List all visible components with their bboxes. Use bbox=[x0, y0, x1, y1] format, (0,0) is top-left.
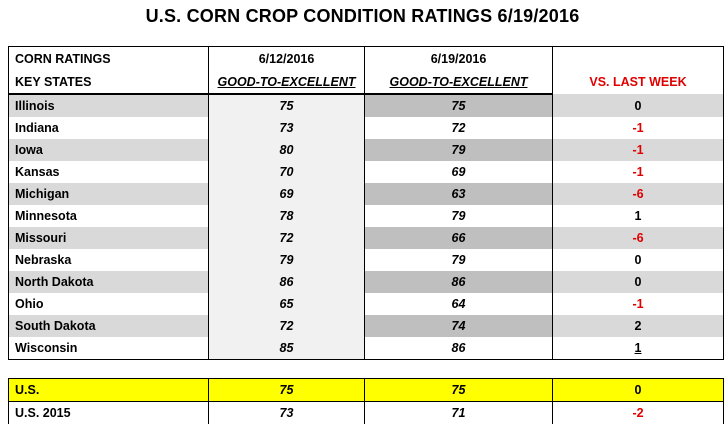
header-corn-ratings: CORN RATINGS bbox=[8, 46, 209, 70]
curr-rating: 86 bbox=[364, 271, 553, 293]
header-blank bbox=[552, 46, 724, 70]
weekly-change: -1 bbox=[552, 139, 724, 161]
state-name: Missouri bbox=[8, 227, 209, 249]
table-row: Wisconsin 85 86 1 bbox=[8, 337, 724, 360]
header-row-2: KEY STATES GOOD-TO-EXCELLENT GOOD-TO-EXC… bbox=[8, 70, 724, 95]
table-row: Nebraska 79 79 0 bbox=[8, 249, 724, 271]
header-row-1: CORN RATINGS 6/12/2016 6/19/2016 bbox=[8, 46, 724, 70]
curr-rating: 74 bbox=[364, 315, 553, 337]
curr-rating: 79 bbox=[364, 249, 553, 271]
state-name: Minnesota bbox=[8, 205, 209, 227]
curr-rating: 75 bbox=[364, 378, 553, 402]
weekly-change: 0 bbox=[552, 271, 724, 293]
prev-rating: 73 bbox=[208, 401, 365, 424]
table-row: Kansas 70 69 -1 bbox=[8, 161, 724, 183]
us-2015-row: U.S. 2015 73 71 -2 bbox=[8, 401, 724, 424]
curr-rating: 64 bbox=[364, 293, 553, 315]
prev-rating: 69 bbox=[208, 183, 365, 205]
table-row: Indiana 73 72 -1 bbox=[8, 117, 724, 139]
header-vs-last-week: VS. LAST WEEK bbox=[552, 70, 724, 94]
state-name: Kansas bbox=[8, 161, 209, 183]
table-row: South Dakota 72 74 2 bbox=[8, 315, 724, 337]
prev-rating: 65 bbox=[208, 293, 365, 315]
header-ge-prev: GOOD-TO-EXCELLENT bbox=[208, 70, 365, 95]
curr-rating: 79 bbox=[364, 205, 553, 227]
state-name: Nebraska bbox=[8, 249, 209, 271]
table-row: Minnesota 78 79 1 bbox=[8, 205, 724, 227]
corn-ratings-table: CORN RATINGS 6/12/2016 6/19/2016 KEY STA… bbox=[8, 46, 724, 424]
table-row: Missouri 72 66 -6 bbox=[8, 227, 724, 249]
prev-rating: 72 bbox=[208, 315, 365, 337]
weekly-change: -1 bbox=[552, 293, 724, 315]
table-row: Iowa 80 79 -1 bbox=[8, 139, 724, 161]
curr-rating: 69 bbox=[364, 161, 553, 183]
label: U.S. bbox=[8, 378, 209, 402]
prev-rating: 75 bbox=[208, 378, 365, 402]
weekly-change: 0 bbox=[552, 249, 724, 271]
header-date-prev: 6/12/2016 bbox=[208, 46, 365, 70]
weekly-change: -6 bbox=[552, 227, 724, 249]
prev-rating: 75 bbox=[208, 94, 365, 117]
header-date-curr: 6/19/2016 bbox=[364, 46, 553, 70]
prev-rating: 72 bbox=[208, 227, 365, 249]
state-name: South Dakota bbox=[8, 315, 209, 337]
weekly-change: 0 bbox=[552, 378, 724, 402]
weekly-change: -1 bbox=[552, 117, 724, 139]
header-ge-curr: GOOD-TO-EXCELLENT bbox=[364, 70, 553, 95]
spacer-row bbox=[9, 360, 724, 379]
state-name: Ohio bbox=[8, 293, 209, 315]
curr-rating: 72 bbox=[364, 117, 553, 139]
label: U.S. 2015 bbox=[8, 401, 209, 424]
weekly-change: 0 bbox=[552, 94, 724, 117]
weekly-change: -1 bbox=[552, 161, 724, 183]
prev-rating: 70 bbox=[208, 161, 365, 183]
us-total-row: U.S. 75 75 0 bbox=[8, 378, 724, 402]
weekly-change: -2 bbox=[552, 401, 724, 424]
weekly-change: 1 bbox=[552, 337, 724, 360]
curr-rating: 71 bbox=[364, 401, 553, 424]
curr-rating: 79 bbox=[364, 139, 553, 161]
state-name: Illinois bbox=[8, 94, 209, 117]
weekly-change: -6 bbox=[552, 183, 724, 205]
table-row: Illinois 75 75 0 bbox=[8, 94, 724, 117]
prev-rating: 78 bbox=[208, 205, 365, 227]
weekly-change: 2 bbox=[552, 315, 724, 337]
curr-rating: 63 bbox=[364, 183, 553, 205]
table-row: Ohio 65 64 -1 bbox=[8, 293, 724, 315]
state-name: Indiana bbox=[8, 117, 209, 139]
page-title: U.S. CORN CROP CONDITION RATINGS 6/19/20… bbox=[145, 6, 580, 26]
curr-rating: 86 bbox=[364, 337, 553, 360]
prev-rating: 86 bbox=[208, 271, 365, 293]
state-name: Michigan bbox=[8, 183, 209, 205]
weekly-change: 1 bbox=[552, 205, 724, 227]
prev-rating: 79 bbox=[208, 249, 365, 271]
state-name: Iowa bbox=[8, 139, 209, 161]
prev-rating: 73 bbox=[208, 117, 365, 139]
prev-rating: 80 bbox=[208, 139, 365, 161]
header-key-states: KEY STATES bbox=[8, 70, 209, 95]
curr-rating: 66 bbox=[364, 227, 553, 249]
state-name: Wisconsin bbox=[8, 337, 209, 360]
table-row: Michigan 69 63 -6 bbox=[8, 183, 724, 205]
state-name: North Dakota bbox=[8, 271, 209, 293]
curr-rating: 75 bbox=[364, 94, 553, 117]
prev-rating: 85 bbox=[208, 337, 365, 360]
table-row: North Dakota 86 86 0 bbox=[8, 271, 724, 293]
